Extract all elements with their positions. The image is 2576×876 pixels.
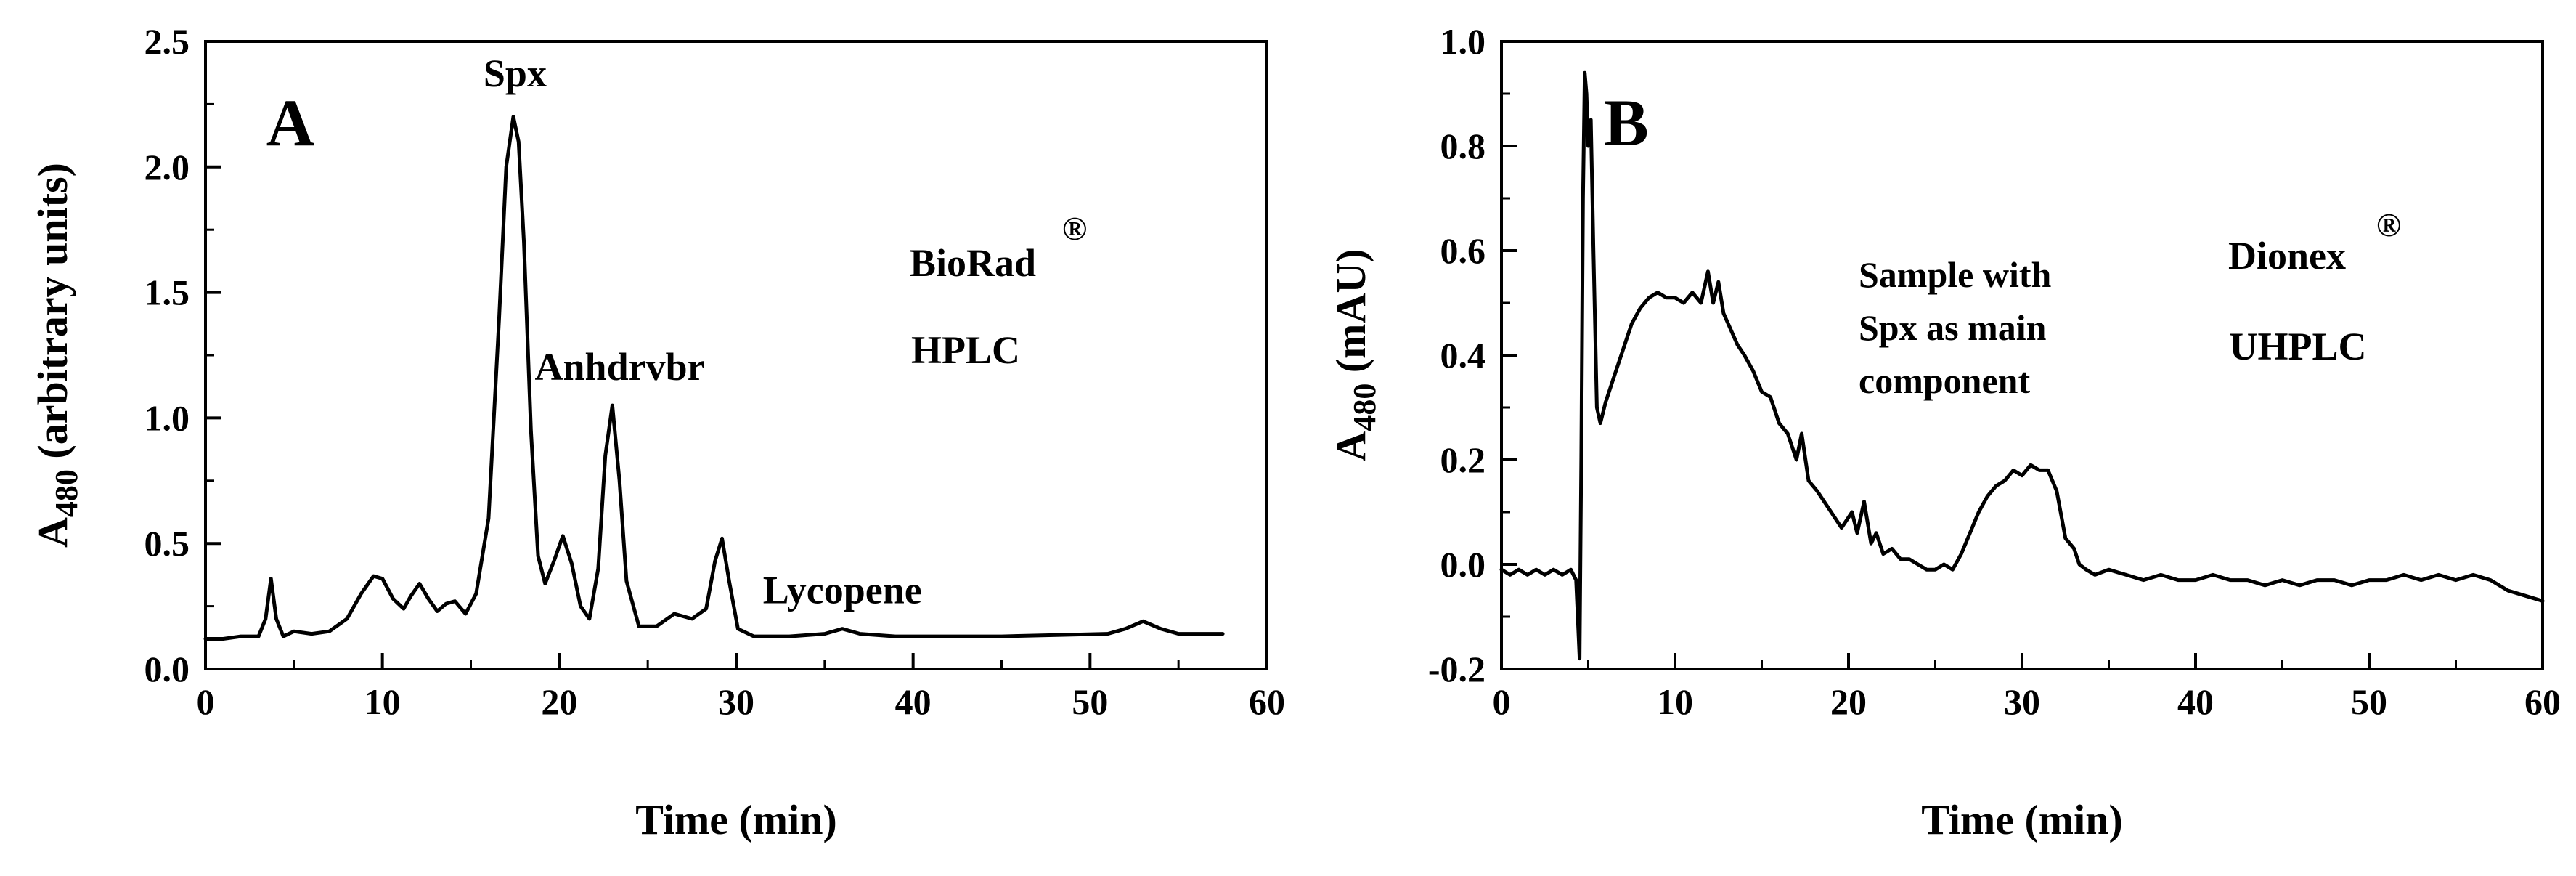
panel-b-plot-frame bbox=[1500, 40, 2544, 670]
panel-b-instrument-label: Dionex bbox=[2228, 234, 2346, 277]
panel-a-x-axis-label: Time (min) bbox=[635, 796, 837, 843]
panel-b-note-line: Sample with bbox=[1859, 254, 2052, 295]
panel-a-x-tick-label: 0 bbox=[197, 681, 215, 722]
panel-b-y-tick-label: 0.4 bbox=[1440, 335, 1486, 376]
panel-b-x-tick-label: 50 bbox=[2351, 681, 2387, 722]
panel-b-y-tick-label: 1.0 bbox=[1440, 21, 1486, 62]
panel-a-y-tick-label: 1.0 bbox=[144, 397, 190, 438]
panel-b-x-tick-label: 0 bbox=[1493, 681, 1511, 722]
panel-a-y-tick-label: 0.5 bbox=[144, 523, 190, 564]
panel-a-y-axis-label: A480 (arbitrary units) bbox=[29, 163, 84, 548]
panel-a-x-tick-label: 60 bbox=[1249, 681, 1285, 722]
panel-a-peak-label: Lycopene bbox=[763, 569, 922, 612]
panel-b-x-tick-label: 30 bbox=[2004, 681, 2040, 722]
panel-a: 0 10 20 30 40 50 60 0.0 0.5 1.0 1.5 2.0 2.5 Time (min… bbox=[29, 21, 1285, 843]
panel-b-note-line: Spx as main bbox=[1859, 307, 2047, 348]
panel-b-registered-mark: ® bbox=[2376, 206, 2401, 243]
panel-a-y-tick-label: 1.5 bbox=[144, 272, 190, 313]
panel-a-x-tick-label: 10 bbox=[364, 681, 401, 722]
panel-a-y-axis-label-rest: (arbitrary units) bbox=[29, 163, 76, 469]
panel-b-x-tick-label: 40 bbox=[2177, 681, 2214, 722]
panel-b-y-axis-label-rest: (mAU) bbox=[1327, 248, 1374, 383]
panel-b-x-axis-label: Time (min) bbox=[1921, 796, 2123, 843]
panel-a-x-tick-label: 50 bbox=[1072, 681, 1108, 722]
panel-a-panel-label: A bbox=[266, 86, 314, 160]
panel-b-x-tick-label: 20 bbox=[1830, 681, 1867, 722]
panel-b-y-tick-label: 0.0 bbox=[1440, 544, 1486, 585]
panel-b-panel-label: B bbox=[1604, 86, 1648, 160]
panel-b-series-line bbox=[1499, 70, 2545, 661]
panel-b-x-tick-label: 60 bbox=[2524, 681, 2561, 722]
panel-a-peak-label: Anhdrvbr bbox=[535, 345, 705, 389]
panel-a-instrument-label: HPLC bbox=[911, 328, 1020, 372]
panel-a-x-tick-label: 20 bbox=[541, 681, 577, 722]
panel-b-y-tick-label: 0.2 bbox=[1440, 439, 1486, 480]
panel-b-y-tick-label: 0.8 bbox=[1440, 126, 1486, 166]
panel-b-y-tick-label: 0.6 bbox=[1440, 230, 1486, 271]
panel-a-registered-mark: ® bbox=[1062, 210, 1087, 247]
panel-b-x-tick-label: 10 bbox=[1657, 681, 1693, 722]
panel-b-note-line: component bbox=[1859, 360, 2030, 401]
panel-a-y-axis-label-main: A bbox=[29, 517, 76, 548]
panel-b-y-axis-label-sub: 480 bbox=[1347, 384, 1382, 431]
panel-a-x-tick-label: 40 bbox=[895, 681, 932, 722]
panel-a-plot-frame bbox=[204, 40, 1268, 670]
panel-b: 0 10 20 30 40 50 60 -0.2 0.0 0.2 0.4 0.6 0.8 1.0 Time … bbox=[1327, 21, 2561, 843]
panel-a-y-tick-label: 0.0 bbox=[144, 649, 190, 689]
panel-a-peak-label: Spx bbox=[484, 52, 547, 95]
panel-b-y-axis-label-main: A bbox=[1327, 431, 1374, 462]
panel-b-y-tick-label: -0.2 bbox=[1428, 649, 1485, 689]
panel-a-y-tick-label: 2.0 bbox=[144, 147, 190, 187]
panel-a-y-tick-label: 2.5 bbox=[144, 21, 190, 62]
panel-a-y-axis-label-sub: 480 bbox=[49, 469, 84, 517]
panel-b-instrument-label: UHPLC bbox=[2230, 325, 2367, 368]
panel-a-series-line bbox=[203, 115, 1225, 641]
panel-a-instrument-label: BioRad bbox=[910, 241, 1036, 285]
panel-a-x-tick-label: 30 bbox=[718, 681, 754, 722]
panel-b-y-axis-label: A480 (mAU) bbox=[1327, 248, 1382, 461]
